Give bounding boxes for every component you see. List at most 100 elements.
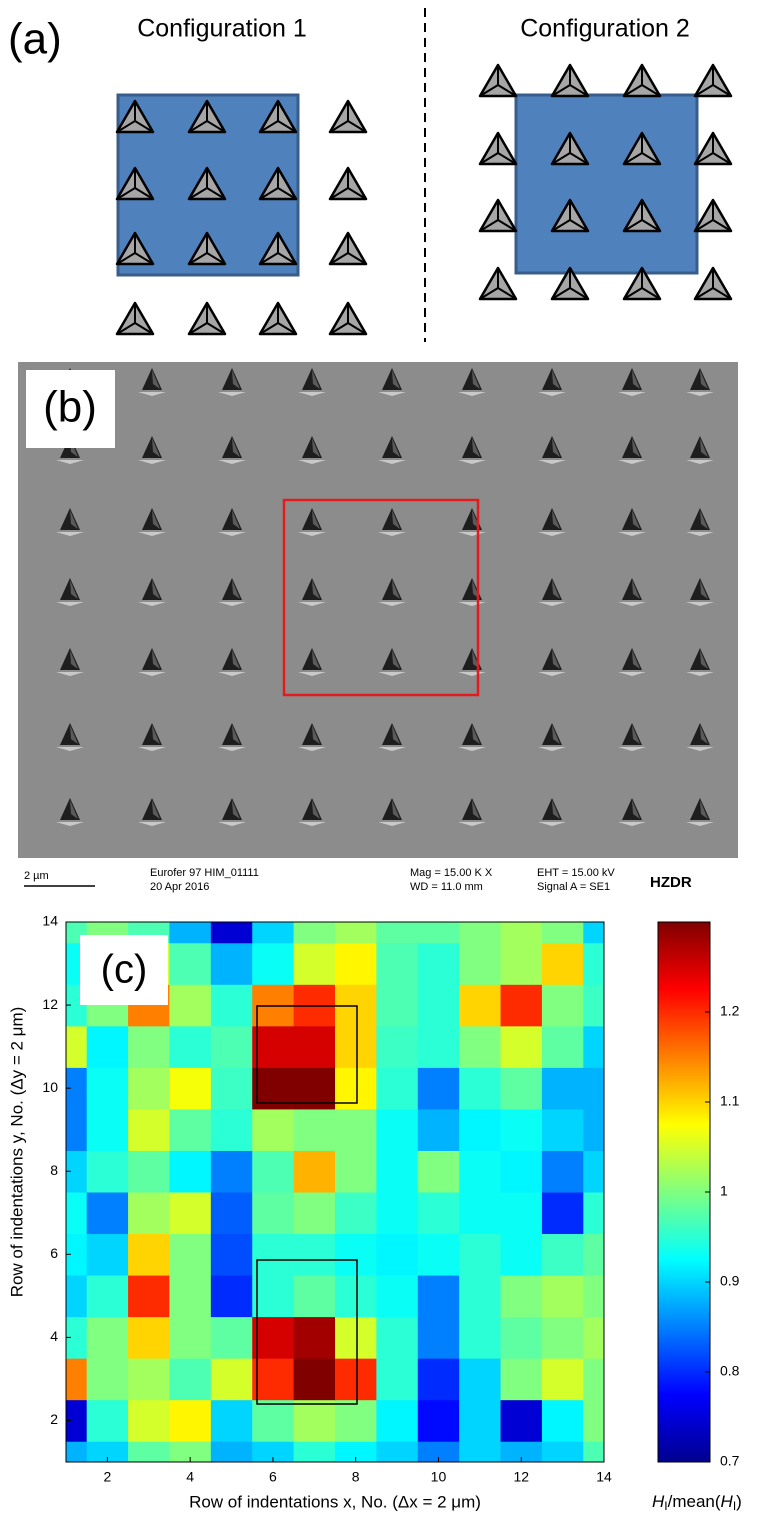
cell bbox=[210, 1025, 253, 1068]
cell bbox=[86, 1150, 129, 1193]
cell bbox=[86, 1316, 129, 1359]
indenter-icon bbox=[478, 198, 518, 233]
edge bbox=[259, 252, 279, 265]
indenter-icon bbox=[550, 198, 590, 233]
indenter-icon bbox=[693, 63, 733, 98]
cell bbox=[210, 1358, 253, 1401]
cell bbox=[86, 1233, 129, 1276]
panel-label: (c) bbox=[101, 948, 148, 992]
cell bbox=[541, 1150, 584, 1193]
edge bbox=[497, 219, 517, 232]
indent-glow bbox=[218, 822, 246, 826]
cell bbox=[583, 1316, 604, 1359]
indent-glow bbox=[218, 392, 246, 396]
cell bbox=[459, 984, 502, 1027]
cell bbox=[459, 1025, 502, 1068]
cell bbox=[66, 1067, 88, 1110]
config-title: Configuration 1 bbox=[137, 15, 307, 43]
indent-face bbox=[700, 438, 708, 457]
indent-glow bbox=[56, 460, 84, 464]
indent-face bbox=[632, 725, 640, 744]
indent-face bbox=[70, 510, 78, 529]
indent-glow bbox=[218, 532, 246, 536]
cell bbox=[500, 1275, 543, 1318]
indent-face bbox=[472, 800, 480, 819]
indent-glow bbox=[618, 460, 646, 464]
cell bbox=[335, 1233, 377, 1276]
cell bbox=[128, 1233, 170, 1276]
cell bbox=[541, 984, 584, 1027]
cell bbox=[335, 1192, 377, 1235]
edge bbox=[569, 219, 589, 232]
plot-frame bbox=[65, 921, 605, 1463]
indent-glow bbox=[218, 747, 246, 751]
cell bbox=[541, 1358, 584, 1401]
colorbar-tick-label: 1.2 bbox=[720, 1003, 740, 1019]
edge bbox=[188, 120, 208, 133]
cell bbox=[335, 1358, 377, 1401]
cell bbox=[583, 1150, 604, 1193]
indent-face bbox=[312, 510, 320, 529]
indenter-icon bbox=[328, 166, 368, 201]
edge bbox=[206, 322, 226, 335]
y-tick-label: 10 bbox=[42, 1079, 58, 1095]
edge bbox=[497, 84, 517, 97]
cell bbox=[500, 1441, 543, 1462]
sem-image bbox=[18, 362, 738, 858]
cell bbox=[459, 942, 502, 985]
y-axis-label: Row of indentations y, No. (Δy = 2 μm) bbox=[7, 1007, 26, 1298]
label-box bbox=[26, 370, 115, 448]
cell bbox=[417, 942, 460, 985]
indenter-icon bbox=[115, 231, 155, 266]
edge bbox=[694, 152, 714, 165]
edge bbox=[569, 84, 589, 97]
cell bbox=[86, 1108, 129, 1151]
cell bbox=[376, 942, 419, 985]
cell bbox=[583, 1233, 604, 1276]
cell bbox=[169, 1108, 212, 1151]
cell bbox=[66, 1192, 88, 1235]
cell bbox=[459, 1067, 502, 1110]
indent-face bbox=[552, 370, 560, 389]
indent-glow bbox=[56, 532, 84, 536]
cell bbox=[252, 1233, 295, 1276]
indent-glow bbox=[686, 602, 714, 606]
indent-face bbox=[632, 580, 640, 599]
indent-face bbox=[472, 725, 480, 744]
cell bbox=[169, 1275, 212, 1318]
cell bbox=[376, 1233, 419, 1276]
indent-face bbox=[70, 800, 78, 819]
cell bbox=[583, 942, 604, 985]
cell bbox=[417, 1275, 460, 1318]
cell bbox=[66, 1275, 88, 1318]
indent-face bbox=[152, 370, 160, 389]
cell bbox=[459, 1150, 502, 1193]
indent-face bbox=[392, 725, 400, 744]
label-box bbox=[80, 935, 168, 1005]
cell bbox=[500, 1233, 543, 1276]
cell bbox=[210, 1316, 253, 1359]
cell bbox=[210, 1150, 253, 1193]
logo: HZDR bbox=[650, 874, 692, 891]
cell bbox=[500, 1399, 543, 1442]
indenter-icon bbox=[187, 166, 227, 201]
cell bbox=[417, 1316, 460, 1359]
edge bbox=[694, 219, 714, 232]
cell bbox=[541, 1192, 584, 1235]
indent-glow bbox=[138, 747, 166, 751]
colorbar-tick-label: 1 bbox=[720, 1183, 728, 1199]
cell bbox=[335, 942, 377, 985]
cell bbox=[169, 1316, 212, 1359]
cell bbox=[583, 1108, 604, 1151]
cell bbox=[169, 984, 212, 1027]
edge bbox=[479, 287, 499, 300]
cell bbox=[417, 984, 460, 1027]
cell bbox=[583, 1358, 604, 1401]
cell bbox=[293, 1150, 336, 1193]
indent-face bbox=[700, 725, 708, 744]
edge bbox=[188, 252, 208, 265]
cell bbox=[293, 942, 336, 985]
indenter-icon bbox=[693, 198, 733, 233]
indent-face bbox=[632, 510, 640, 529]
panel-label: (a) bbox=[8, 15, 62, 64]
